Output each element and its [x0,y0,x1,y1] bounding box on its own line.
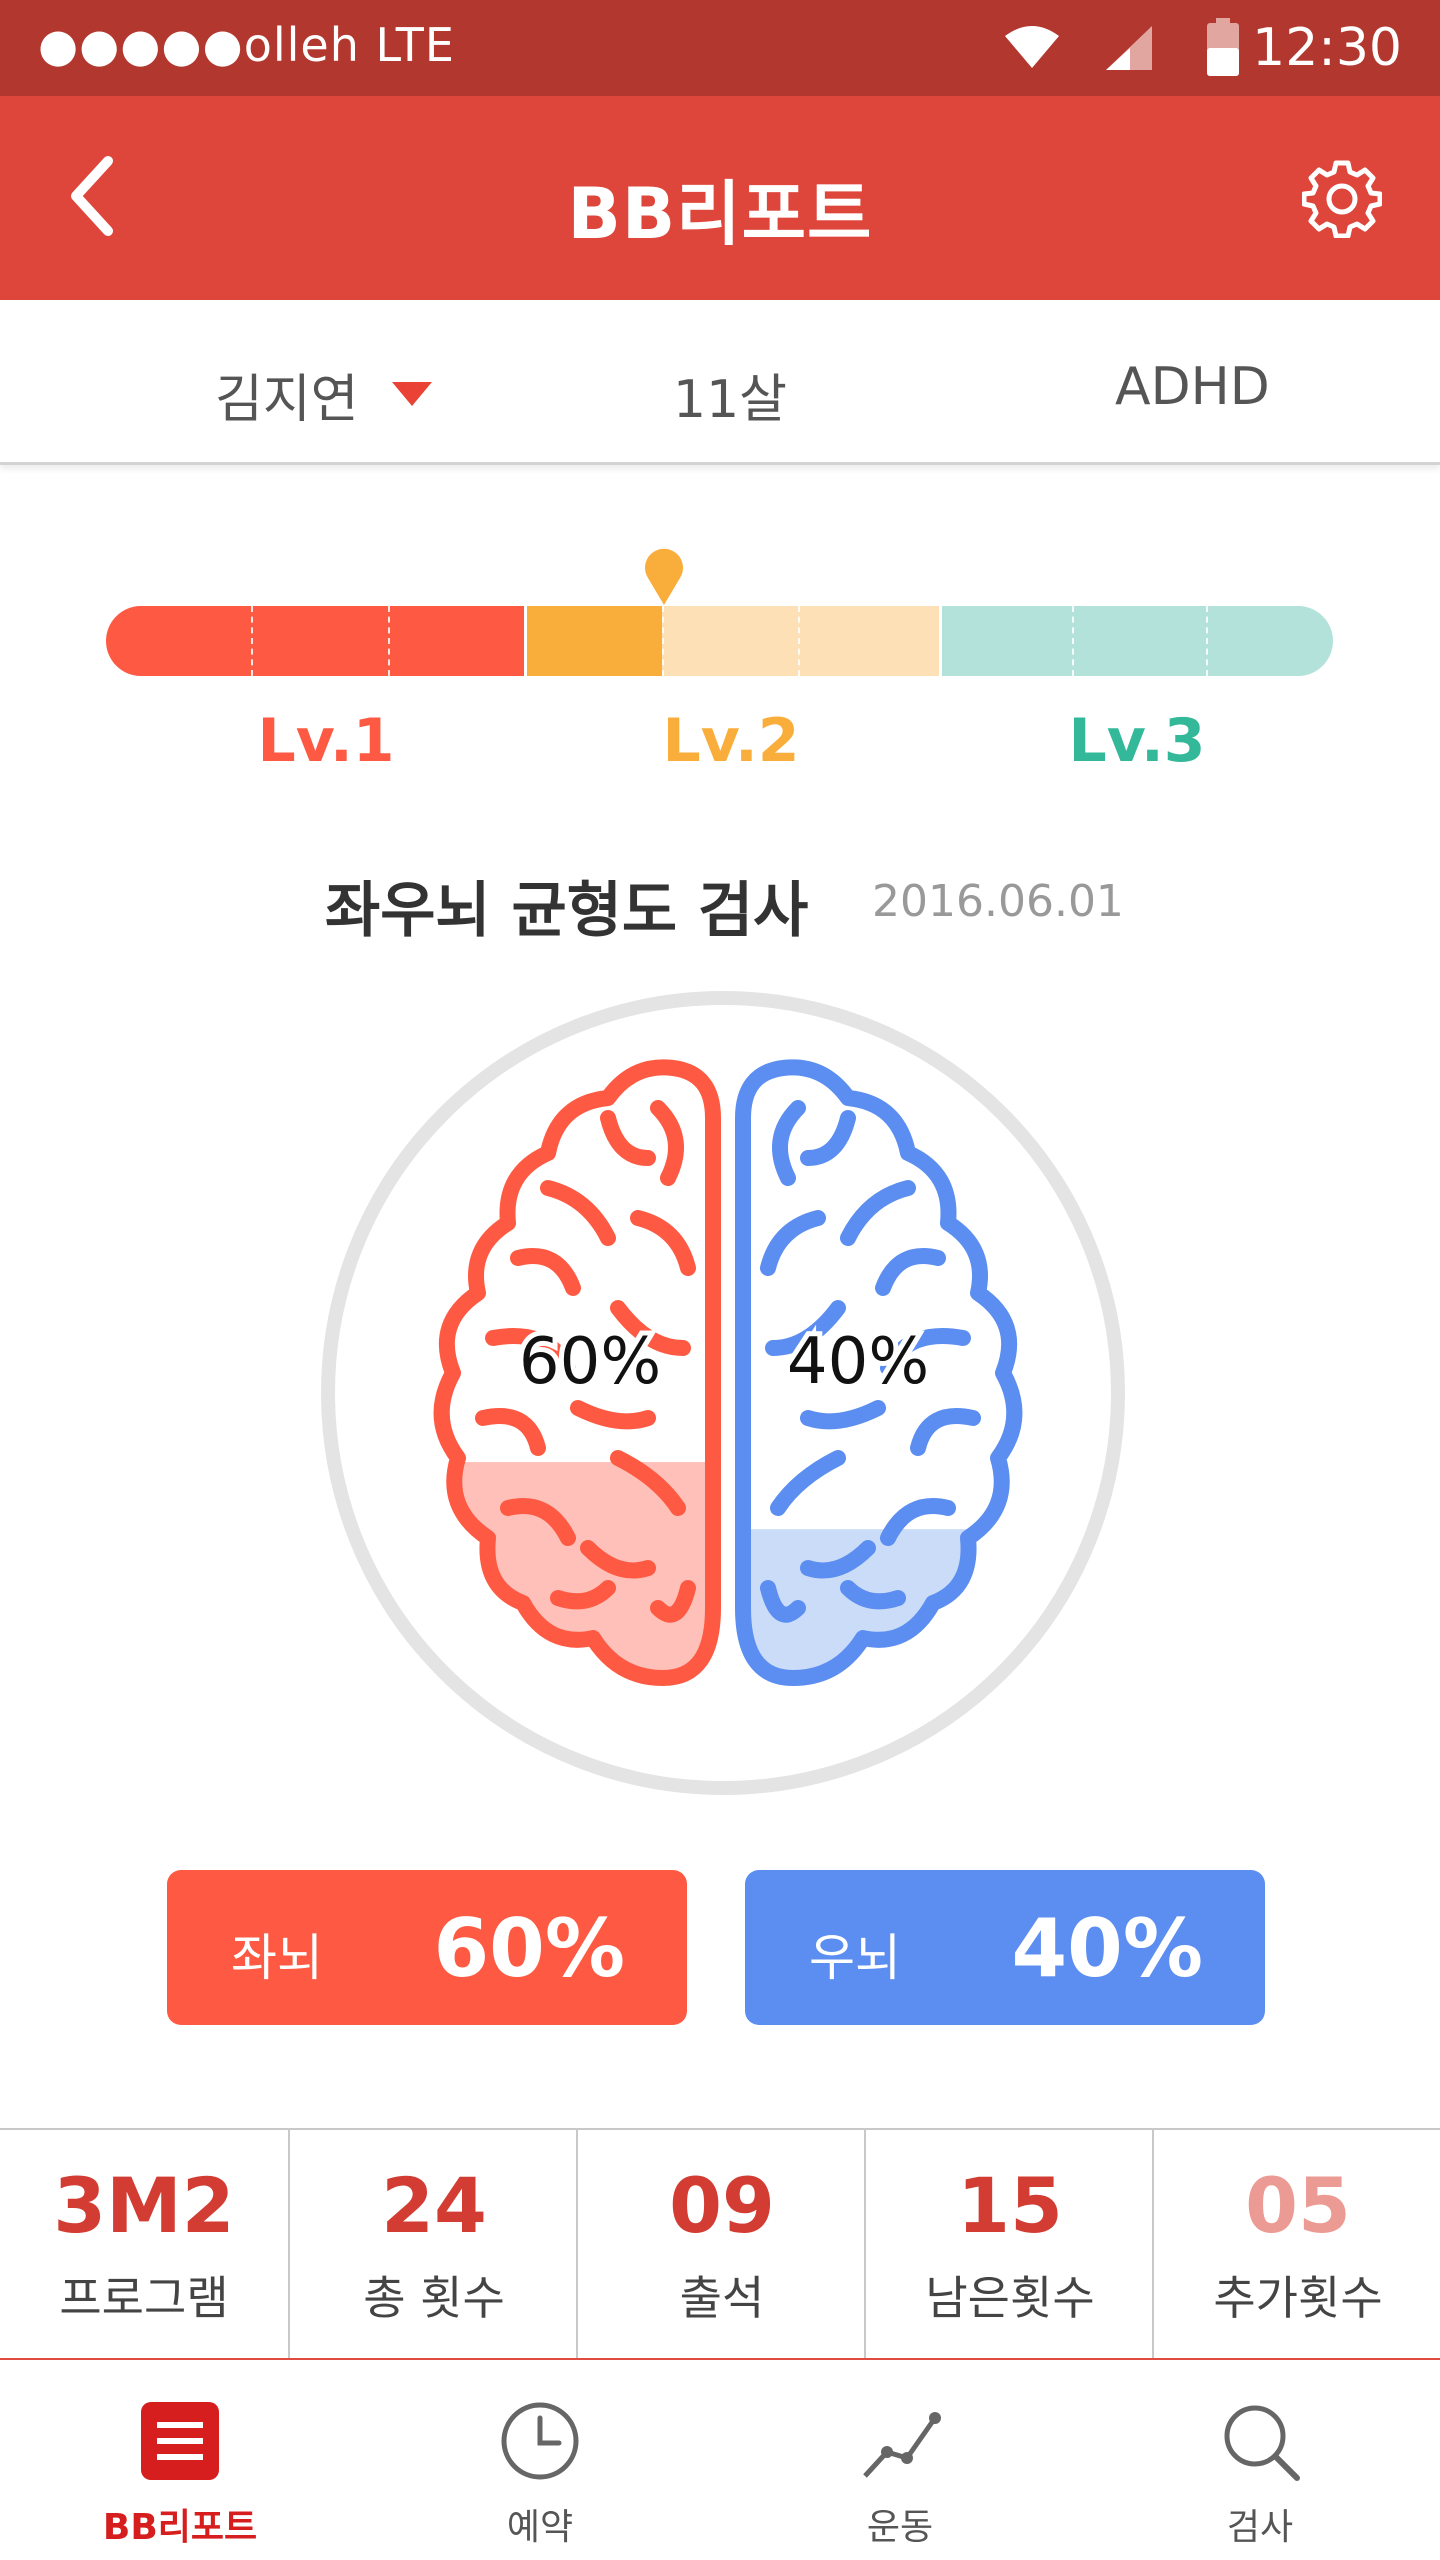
nav-label: 예약 [506,2507,574,2548]
stat-program: 3M2 프로그램 [0,2130,288,2358]
clock-time: 12:30 [1252,18,1402,78]
status-bar: ●●●●●olleh LTE 12:30 [0,0,1440,96]
right-brain-result: 우뇌 40% [745,1870,1265,2025]
patient-name-dropdown[interactable]: 김지연 [215,370,359,430]
signal-icon [1106,26,1152,70]
nav-label: 검사 [1226,2507,1294,2548]
battery-icon [1207,18,1239,76]
level-marker-icon [645,548,684,605]
stat-total-count: 24 총 횟수 [288,2130,578,2358]
app-bar: BB리포트 [0,96,1440,300]
left-brain-percent: 60% [519,1325,661,1399]
right-brain-percent: 40% [787,1325,929,1399]
nav-label: 운동 [866,2507,934,2548]
stat-attendance: 09 출석 [576,2130,866,2358]
stat-remaining: 15 남은횟수 [864,2130,1154,2358]
stats-row: 3M2 프로그램 24 총 횟수 09 출석 15 남은횟수 05 추가횟수 [0,2128,1440,2362]
level-1-label: Lv.1 [257,706,395,776]
back-arrow-icon[interactable] [62,151,122,241]
left-brain-label: 좌뇌 [231,1929,323,1987]
stat-value: 05 [1245,2161,1351,2250]
nav-exercise[interactable]: 운동 [720,2360,1080,2560]
stat-value: 15 [957,2161,1063,2250]
brain-balance-chart: 60% 40% [321,991,1125,1795]
bottom-nav: BB리포트 예약 운동 검사 [0,2360,1440,2560]
nav-test[interactable]: 검사 [1080,2360,1440,2560]
right-brain-icon [735,1059,1023,1686]
nav-reservation[interactable]: 예약 [360,2360,720,2560]
patient-age: 11살 [672,370,787,430]
test-title: 좌우뇌 균형도 검사 [325,876,809,946]
nav-bb-report[interactable]: BB리포트 [0,2360,360,2560]
profile-bar: 김지연 11살 ADHD [0,300,1440,465]
right-brain-label: 우뇌 [809,1929,901,1987]
stat-value: 24 [381,2161,487,2250]
stat-value: 09 [669,2161,775,2250]
level-progress-bar [106,606,1333,676]
stat-label: 남은횟수 [925,2271,1095,2325]
stat-additional: 05 추가횟수 [1152,2130,1440,2358]
left-brain-result: 좌뇌 60% [167,1870,687,2025]
clock-icon [501,2402,579,2480]
test-date: 2016.06.01 [872,876,1124,927]
stat-label: 프로그램 [59,2271,229,2325]
stat-label: 총 횟수 [363,2271,505,2325]
nav-label: BB리포트 [102,2507,258,2548]
carrier-label: ●●●●●olleh LTE [38,18,455,72]
level-2-label: Lv.2 [662,706,800,776]
gear-icon[interactable] [1302,158,1382,238]
menu-icon [141,2402,219,2480]
stat-value: 3M2 [53,2161,235,2250]
level-3-label: Lv.3 [1068,706,1206,776]
stat-label: 출석 [679,2271,765,2325]
page-title: BB리포트 [567,173,873,255]
right-brain-value: 40% [1011,1902,1203,1995]
stat-label: 추가횟수 [1213,2271,1383,2325]
patient-diagnosis: ADHD [1115,357,1270,417]
wifi-icon [1005,26,1059,68]
dropdown-arrow-icon[interactable] [392,382,432,406]
chart-line-icon [863,2412,941,2478]
left-brain-value: 60% [433,1902,625,1995]
search-icon [1224,2405,1300,2481]
left-brain-icon [433,1059,721,1686]
